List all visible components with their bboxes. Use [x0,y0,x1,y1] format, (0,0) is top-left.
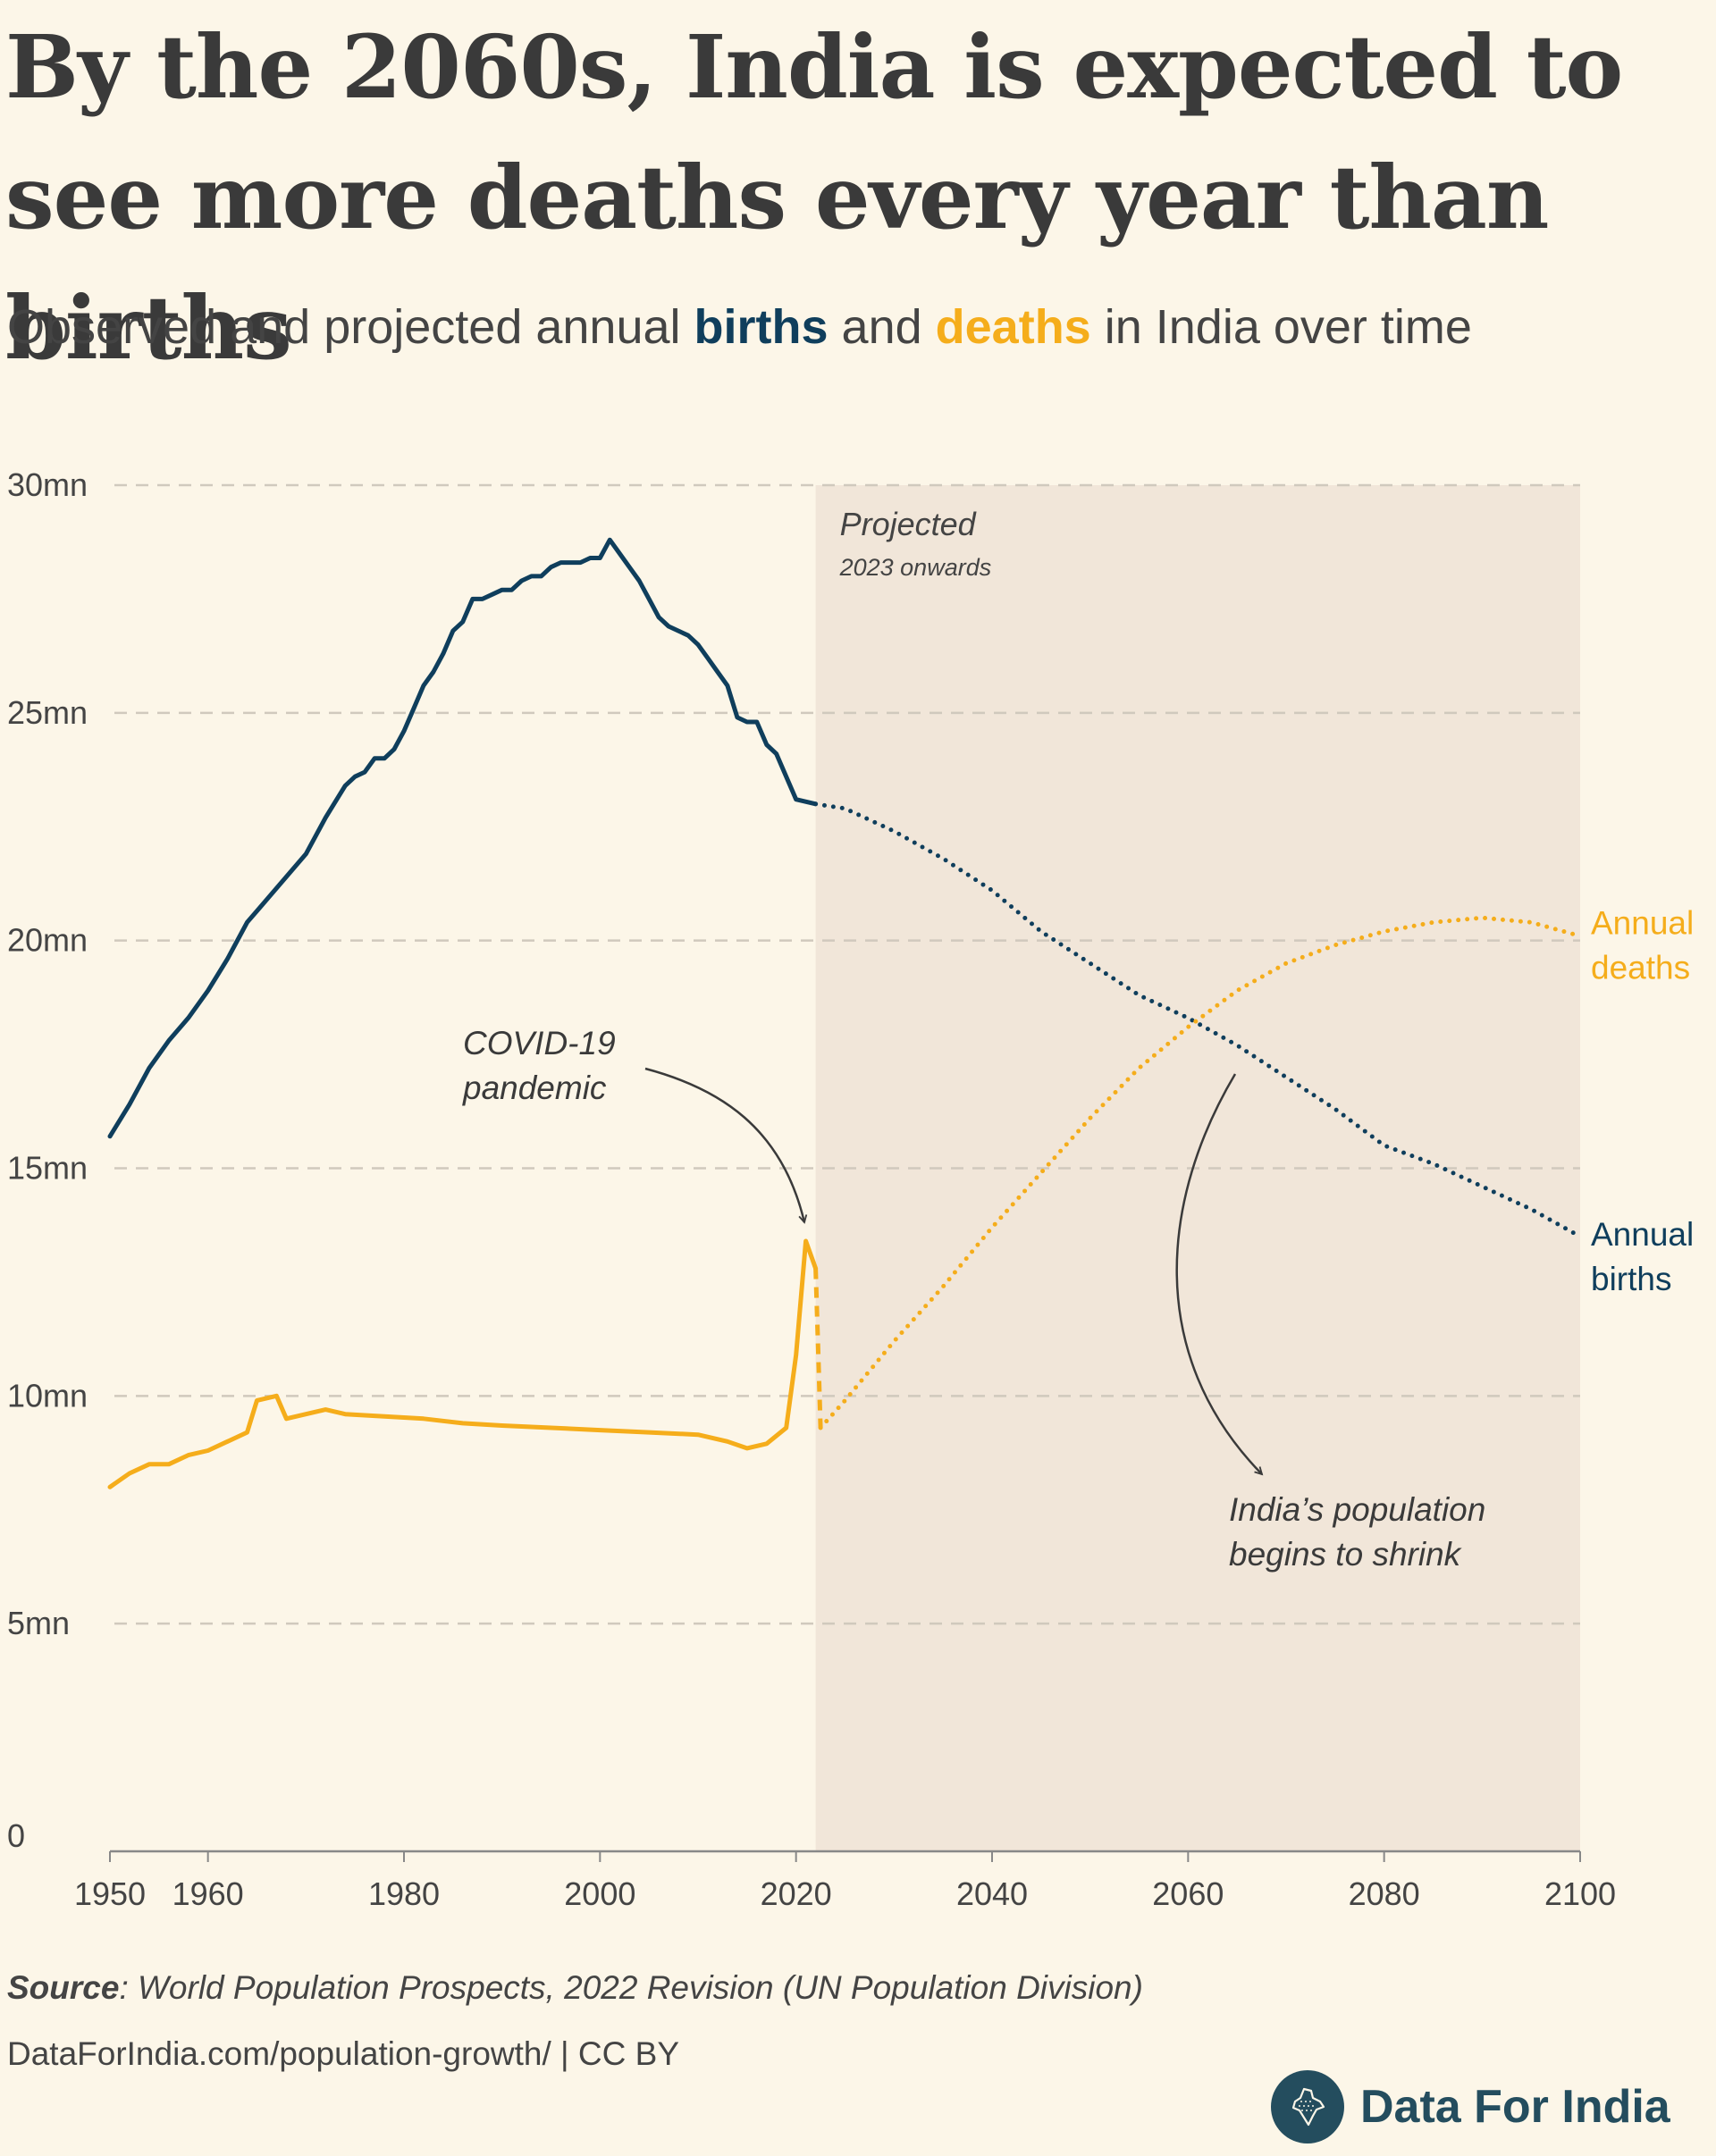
subtitle-middle: and [828,300,936,354]
source-note: Source: World Population Prospects, 2022… [7,1969,1143,2007]
x-axis-ticks: 1950 1960 1980 2000 2020 2040 2060 2080 2100 [74,1851,1616,1912]
x-tick-label: 2060 [1152,1875,1224,1912]
x-tick-label: 2100 [1544,1875,1616,1912]
shrink-annotation-arrow [1175,1073,1264,1476]
y-tick-label: 10mn [7,1377,88,1414]
chart-subtitle: Observed and projected annual births and… [7,291,1472,363]
shrink-annotation-line1: India’s population [1229,1491,1485,1528]
subtitle-deaths-word: deaths [935,300,1091,354]
covid-annotation-arrow [644,1067,808,1224]
series-layer [107,537,1583,1489]
brand: Data For India [1271,2069,1670,2144]
x-tick-label: 2000 [564,1875,635,1912]
y-axis-ticks: 0 5mn 10mn 15mn 20mn 25mn 30mn [7,466,88,1854]
source-label: Source [7,1969,120,2006]
credit-link[interactable]: DataForIndia.com/population-growth/ | CC… [7,2035,680,2072]
x-tick-label: 1960 [172,1875,244,1912]
deaths-end-label-line2: deaths [1591,950,1690,986]
deaths-transition-line [813,1268,823,1429]
y-tick-label: 5mn [7,1605,70,1641]
subtitle-births-word: births [694,300,829,354]
subtitle-suffix: in India over time [1090,300,1472,354]
y-tick-label: 0 [7,1817,25,1854]
deaths-observed-line [107,1238,819,1489]
source-text: : World Population Prospects, 2022 Revis… [119,1969,1143,2006]
births-end-label-line1: Annual [1591,1216,1694,1253]
covid-annotation-line1: COVID-19 [463,1025,616,1061]
x-tick-label: 2020 [761,1875,832,1912]
deaths-projected-line [818,915,1583,1430]
y-tick-label: 15mn [7,1150,88,1187]
x-tick-label: 2080 [1349,1875,1420,1912]
line-chart: 0 5mn 10mn 15mn 20mn 25mn 30mn 1950 1960 1980 200… [7,466,1694,1912]
projected-label: Projected [840,506,977,542]
shrink-annotation-line2: begins to shrink [1229,1536,1463,1573]
x-tick-label: 2040 [956,1875,1028,1912]
y-tick-label: 30mn [7,466,88,503]
projected-sublabel: 2023 onwards [839,554,992,581]
x-tick-label: 1950 [74,1875,146,1912]
covid-annotation-line2: pandemic [462,1070,607,1106]
births-observed-line [107,537,819,1139]
subtitle-prefix: Observed and projected annual [7,300,694,354]
y-tick-label: 20mn [7,922,88,959]
grid-lines [114,483,1580,1625]
y-tick-label: 25mn [7,694,88,731]
brand-name: Data For India [1360,2081,1670,2133]
deaths-end-label-line1: Annual [1591,905,1694,942]
x-tick-label: 1980 [368,1875,440,1912]
births-end-label-line2: births [1591,1261,1671,1297]
chart-title: By the 2060s, India is expected to see m… [5,16,1623,379]
india-map-logo-icon [1271,2070,1344,2143]
